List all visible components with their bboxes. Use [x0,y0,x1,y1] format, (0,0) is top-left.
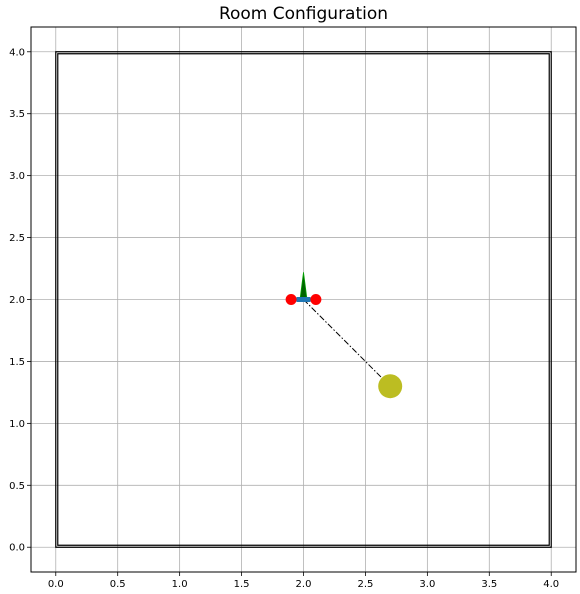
x-tick-label-8: 4.0 [543,579,559,590]
room-wall-outer [55,51,552,548]
microphone-1 [310,294,322,305]
plot-marks [285,272,403,399]
y-tick-label-0: 0.0 [9,543,25,554]
y-tick-label-3: 1.5 [9,357,25,368]
room-walls [55,51,552,548]
doa-line [303,299,391,387]
chart-title: Room Configuration [218,4,389,24]
x-tick-label-2: 1.0 [172,579,188,590]
y-tick-label-5: 2.5 [9,233,25,244]
x-tick-label-4: 2.0 [296,579,312,590]
room-wall-inner [57,53,550,546]
y-tick-label-2: 1.0 [9,419,25,430]
x-tick-label-7: 3.5 [481,579,497,590]
axis-ticks: 0.0 0.5 1.0 1.5 2.0 2.5 3.0 3.5 4.0 0.0 0.5 1.0 1.5 2… [9,47,559,590]
x-tick-label-5: 2.5 [357,579,373,590]
x-tick-label-0: 0.0 [48,579,64,590]
x-tick-label-3: 1.5 [234,579,250,590]
y-tick-label-6: 3.0 [9,171,25,182]
x-tick-label-1: 0.5 [110,579,126,590]
source-point [378,374,403,399]
y-tick-label-8: 4.0 [9,47,25,58]
microphone-0 [285,294,297,305]
x-tick-label-6: 3.0 [419,579,435,590]
y-tick-label-1: 0.5 [9,481,25,492]
y-tick-label-7: 3.5 [9,109,25,120]
orientation-arrow [299,272,308,300]
array-center [296,297,311,302]
y-tick-label-4: 2.0 [9,295,25,306]
